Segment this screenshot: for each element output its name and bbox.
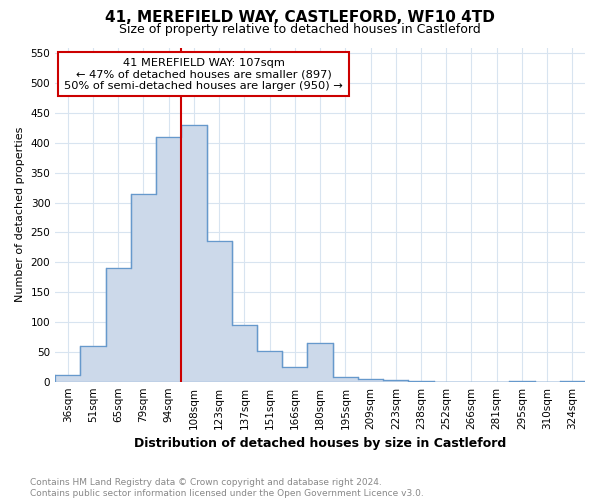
Text: Contains HM Land Registry data © Crown copyright and database right 2024.
Contai: Contains HM Land Registry data © Crown c… xyxy=(30,478,424,498)
Polygon shape xyxy=(55,125,585,382)
Y-axis label: Number of detached properties: Number of detached properties xyxy=(15,127,25,302)
Text: Size of property relative to detached houses in Castleford: Size of property relative to detached ho… xyxy=(119,22,481,36)
X-axis label: Distribution of detached houses by size in Castleford: Distribution of detached houses by size … xyxy=(134,437,506,450)
Text: 41, MEREFIELD WAY, CASTLEFORD, WF10 4TD: 41, MEREFIELD WAY, CASTLEFORD, WF10 4TD xyxy=(105,10,495,25)
Text: 41 MEREFIELD WAY: 107sqm
← 47% of detached houses are smaller (897)
50% of semi-: 41 MEREFIELD WAY: 107sqm ← 47% of detach… xyxy=(64,58,343,90)
